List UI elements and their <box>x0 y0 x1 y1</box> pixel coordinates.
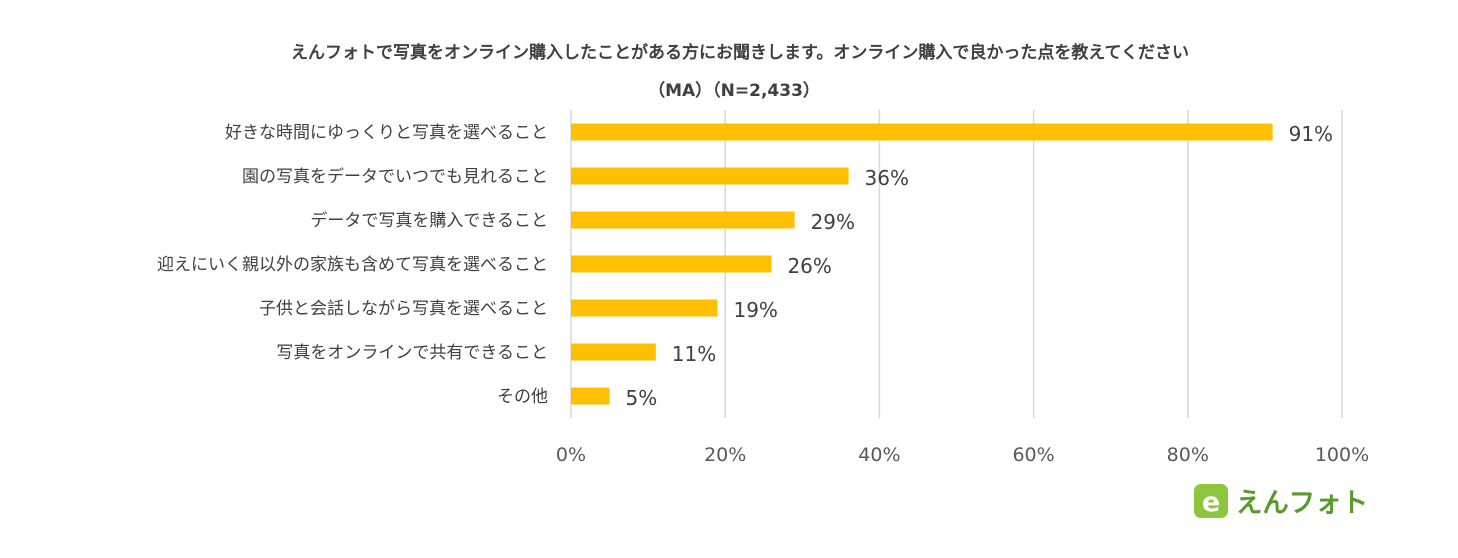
x-tick-label: 20% <box>704 444 746 466</box>
bar-value-label: 19% <box>733 298 777 322</box>
logo-badge <box>1194 484 1228 518</box>
enphoto-logo: e えんフォト <box>1194 484 1368 519</box>
category-label: 園の写真をデータでいつでも見れること <box>242 166 548 187</box>
bar-value-label: 11% <box>672 342 716 366</box>
bar <box>571 167 849 185</box>
x-tick-label: 40% <box>858 444 900 466</box>
bar <box>571 255 772 273</box>
bar <box>571 387 610 405</box>
x-tick-label: 80% <box>1167 444 1209 466</box>
bar-value-label: 26% <box>787 254 831 278</box>
chart-subtitle: （MA）（N=2,433） <box>648 80 820 101</box>
bar-value-label: 91% <box>1289 122 1333 146</box>
bar <box>571 211 795 229</box>
bar-value-label: 5% <box>626 386 658 410</box>
category-label: 迎えにいく親以外の家族も含めて写真を選べること <box>157 255 548 275</box>
category-label: 好きな時間にゆっくりと写真を選べること <box>225 123 548 143</box>
x-tick-label: 60% <box>1012 444 1054 466</box>
bars: 91% 36% 29% 26% 19% 11% 5% <box>571 122 1333 410</box>
category-label: 写真をオンラインで共有できること <box>276 343 548 363</box>
chart-title: えんフォトで写真をオンライン購入したことがある方にお聞きします。オンライン購入で… <box>291 42 1189 63</box>
category-label: その他 <box>497 387 548 407</box>
bar <box>571 299 718 317</box>
logo-e-icon: e <box>1202 487 1220 518</box>
bar <box>571 123 1273 141</box>
category-label: 子供と会話しながら写真を選べること <box>259 299 548 319</box>
x-tick-label: 0% <box>556 444 586 466</box>
category-label: データで写真を購入できること <box>310 210 548 231</box>
gridlines <box>570 110 1343 418</box>
x-axis-ticks: 0% 20% 40% 60% 80% 100% <box>556 444 1369 466</box>
bar-value-label: 36% <box>865 166 909 190</box>
bar-value-label: 29% <box>811 210 855 234</box>
x-tick-label: 100% <box>1315 444 1369 466</box>
bar <box>571 343 656 361</box>
category-labels: 好きな時間にゆっくりと写真を選べること園の写真をデータでいつでも見れることデータ… <box>157 123 548 407</box>
logo-wordmark: えんフォト <box>1236 488 1368 519</box>
